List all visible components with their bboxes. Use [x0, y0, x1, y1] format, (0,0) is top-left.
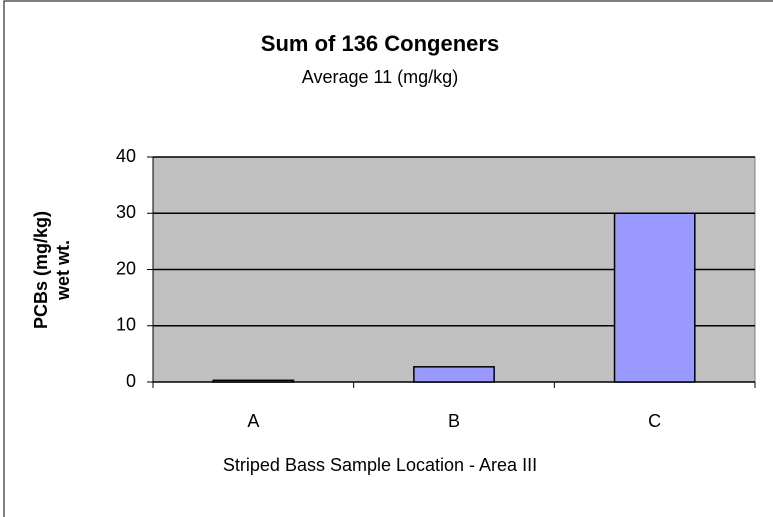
y-axis-label: wet wt. [53, 240, 73, 301]
x-axis-label: Striped Bass Sample Location - Area III [223, 455, 537, 475]
y-axis-label: PCBs (mg/kg) [31, 211, 51, 329]
x-tick-label: C [648, 411, 661, 431]
x-tick-label: A [247, 411, 259, 431]
chart-title: Sum of 136 Congeners [261, 31, 499, 56]
y-tick-label: 40 [116, 146, 136, 166]
bar [613, 212, 696, 383]
bar [413, 366, 495, 383]
y-tick-label: 30 [116, 202, 136, 222]
y-tick-label: 0 [126, 371, 136, 391]
frame [3, 0, 773, 517]
y-tick-label: 10 [116, 315, 136, 335]
y-tick-label: 20 [116, 258, 136, 278]
chart-subtitle: Average 11 (mg/kg) [302, 67, 458, 87]
bar [212, 379, 295, 383]
x-tick-label: B [448, 411, 460, 431]
